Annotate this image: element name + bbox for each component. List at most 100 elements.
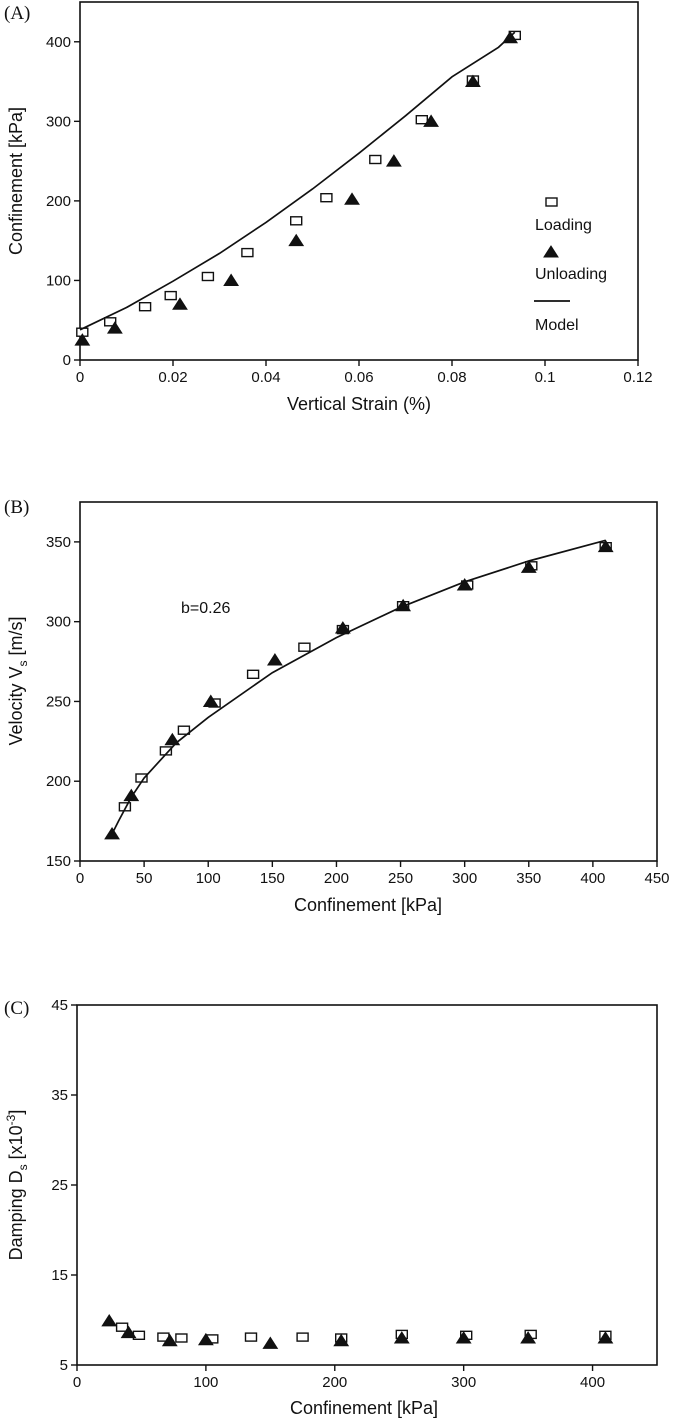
loading-point xyxy=(298,642,311,652)
y-tick-label: 25 xyxy=(51,1177,68,1194)
loading-point xyxy=(246,669,260,679)
panel-c-y-title-unit: [x10 xyxy=(6,1125,26,1164)
loading-point xyxy=(177,725,191,735)
panel-b-label: (B) xyxy=(4,497,29,518)
unloading-point xyxy=(385,154,402,167)
legend-loading-label: Loading xyxy=(535,217,592,234)
loading-point xyxy=(244,1332,258,1342)
unloading-point xyxy=(262,1336,279,1349)
loading-point xyxy=(290,216,303,226)
unloading-point xyxy=(344,192,360,205)
unloading-point xyxy=(520,1331,537,1344)
x-tick-label: 100 xyxy=(196,870,221,887)
legend-unloading-marker xyxy=(543,245,559,258)
y-tick-label: 300 xyxy=(46,614,71,631)
panel-a-y-axis-title: Confinement [kPa] xyxy=(6,107,26,255)
unloading-point xyxy=(465,74,481,88)
unloading-point xyxy=(74,333,91,346)
y-tick-label: 5 xyxy=(60,1357,68,1374)
y-tick-label: 350 xyxy=(46,534,71,551)
loading-point xyxy=(175,1333,188,1343)
unloading-point xyxy=(520,560,537,573)
panel-a-label: (A) xyxy=(4,3,30,24)
x-tick-label: 0.1 xyxy=(535,369,556,386)
loading-point xyxy=(296,1332,309,1342)
x-tick-label: 400 xyxy=(580,1374,605,1391)
legend-unloading-label: Unloading xyxy=(535,266,607,283)
panel-c-y-title-end: ] xyxy=(6,1110,26,1115)
unloading-point xyxy=(106,321,123,334)
model-curve xyxy=(79,31,516,331)
loading-point xyxy=(320,192,333,203)
panel-c-x-axis-title: Confinement [kPa] xyxy=(290,1398,438,1418)
unloading-point xyxy=(597,539,614,553)
panel-a-frame xyxy=(79,1,639,361)
x-tick-label: 50 xyxy=(136,870,153,887)
unloading-point xyxy=(333,1333,350,1347)
panel-c-x-ticks: 0 100 200 300 400 xyxy=(73,1365,605,1391)
loading-point xyxy=(415,114,428,125)
panel-b-x-ticks: 0 50 100 150 200 250 300 350 400 450 xyxy=(76,861,670,887)
panel-a-x-ticks: 0 0.02 0.04 0.06 0.08 0.1 0.12 xyxy=(76,360,653,386)
x-tick-label: 450 xyxy=(644,870,669,887)
loading-point xyxy=(369,154,382,165)
unloading-point xyxy=(197,1332,214,1346)
unloading-point xyxy=(101,1313,118,1327)
loading-point xyxy=(103,317,117,327)
panel-c-y-axis-title: Damping Ds [x10-3] xyxy=(4,1110,30,1261)
x-tick-label: 150 xyxy=(260,870,285,887)
x-tick-label: 300 xyxy=(452,870,477,887)
unloading-point xyxy=(120,1325,137,1339)
x-tick-label: 0 xyxy=(76,369,84,386)
x-tick-label: 0.12 xyxy=(623,369,652,386)
panel-b-y-ticks: 150 200 250 300 350 xyxy=(46,534,80,870)
x-tick-label: 300 xyxy=(451,1374,476,1391)
x-tick-label: 100 xyxy=(193,1374,218,1391)
x-tick-label: 200 xyxy=(322,1374,347,1391)
y-tick-label: 200 xyxy=(46,773,71,790)
unloading-point xyxy=(123,788,140,802)
y-tick-label: 150 xyxy=(46,853,71,870)
unloading-point xyxy=(455,1331,472,1344)
loading-point xyxy=(241,247,254,258)
unloading-point xyxy=(202,694,219,707)
y-tick-label: 200 xyxy=(46,193,71,210)
x-tick-label: 0 xyxy=(73,1374,81,1391)
panel-b-frame xyxy=(79,501,658,862)
unloading-point xyxy=(334,621,351,634)
panel-c-label: (C) xyxy=(4,998,29,1019)
legend-loading-marker xyxy=(545,197,558,207)
y-tick-label: 15 xyxy=(51,1267,68,1284)
panel-c-y-title-main: Damping D xyxy=(6,1170,26,1260)
unloading-point xyxy=(164,732,181,746)
panel-b-y-title-unit: [m/s] xyxy=(6,616,26,660)
panel-b-y-title-main: Velocity V xyxy=(6,666,26,745)
x-tick-label: 250 xyxy=(388,870,413,887)
panel-b-y-axis-title: Velocity Vs [m/s] xyxy=(6,616,30,745)
panel-c-y-title-superscript: -3 xyxy=(4,1114,18,1125)
unloading-point xyxy=(456,578,473,591)
panel-c-y-title-subscript: s xyxy=(16,1164,30,1170)
y-tick-label: 35 xyxy=(51,1087,68,1104)
loading-point xyxy=(138,302,152,312)
y-tick-label: 0 xyxy=(63,352,71,369)
panel-a-y-ticks: 0 100 200 300 400 xyxy=(46,34,80,369)
loading-point xyxy=(132,1330,146,1341)
unloading-point xyxy=(266,653,283,666)
panel-b-exponent-annotation: b=0.26 xyxy=(181,600,230,617)
panel-b-y-title-subscript: s xyxy=(16,660,30,666)
unloading-point xyxy=(288,233,305,247)
panel-c-frame xyxy=(76,1004,658,1366)
x-tick-label: 200 xyxy=(324,870,349,887)
unloading-point xyxy=(423,114,439,127)
panel-a-legend: Loading Unloading Model xyxy=(534,197,607,334)
x-tick-label: 0 xyxy=(76,870,84,887)
unloading-point xyxy=(597,1331,614,1344)
unloading-point xyxy=(393,1331,410,1344)
panel-a: (A) 0 0.02 0.04 0.06 0.08 0.1 0.12 0 100 200 300 4… xyxy=(4,1,653,414)
x-tick-label: 0.04 xyxy=(251,369,280,386)
x-tick-label: 400 xyxy=(580,870,605,887)
model-curve xyxy=(111,539,606,835)
y-tick-label: 300 xyxy=(46,113,71,130)
